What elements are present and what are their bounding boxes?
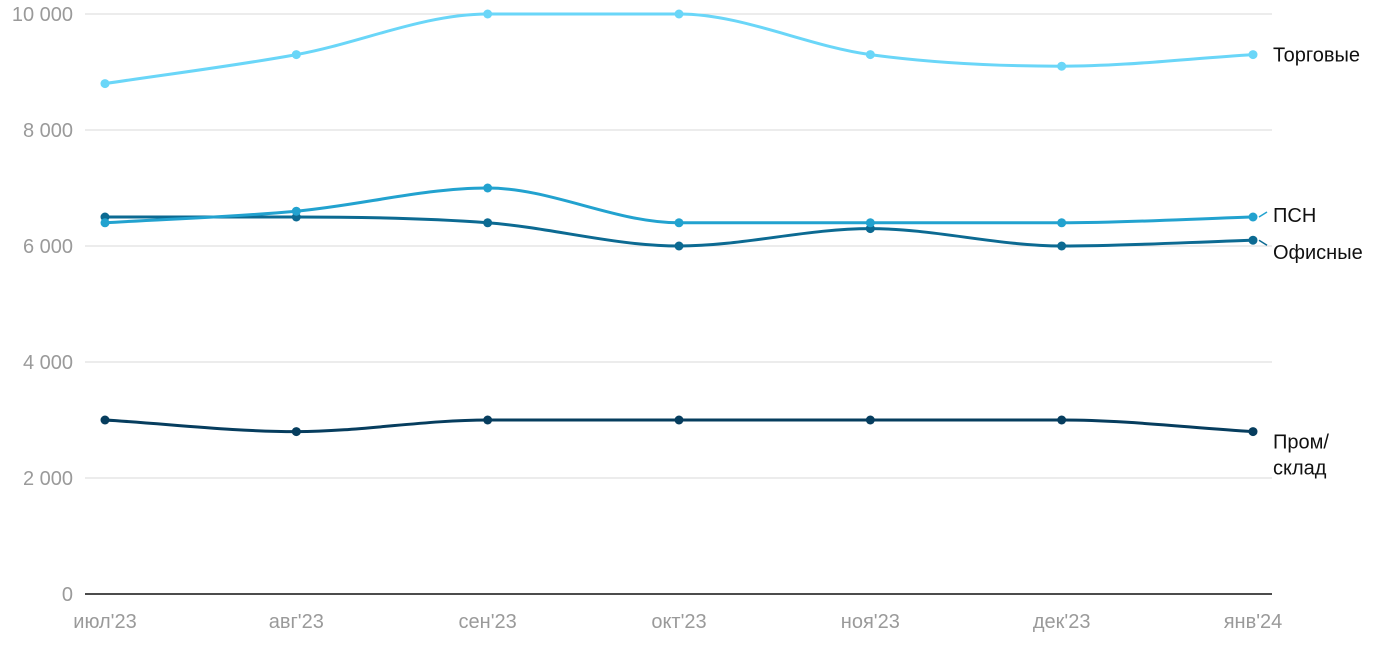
series-0-point: [674, 9, 684, 19]
x-tick-label: авг'23: [269, 611, 324, 633]
series-label-line: Пром/: [1273, 432, 1329, 454]
series-labels: Торговые ПСН Офисные Пром/склад: [1258, 45, 1363, 480]
series-label-line: ПСН: [1273, 205, 1316, 227]
series-3-point: [483, 415, 493, 425]
series-3-point: [865, 415, 875, 425]
series-label: Торговые: [1273, 45, 1360, 67]
y-axis: 0 2 000 4 000 6 000 8 000 10 000: [12, 4, 73, 606]
series-3-point: [1057, 415, 1067, 425]
series-2-point: [483, 218, 493, 228]
series-0-group: [100, 9, 1258, 89]
series-label-leader: [1258, 239, 1268, 246]
series-layer: [100, 9, 1258, 437]
series-2-point: [674, 241, 684, 251]
y-tick-label: 10 000: [12, 4, 73, 26]
x-tick-label: ноя'23: [841, 611, 900, 633]
series-3-point: [100, 415, 110, 425]
series-1-point: [1057, 218, 1067, 228]
series-0-point: [100, 79, 110, 89]
x-tick-label: окт'23: [651, 611, 706, 633]
series-3-point: [291, 427, 301, 437]
series-0-line: [103, 12, 1255, 86]
series-3-group: [100, 415, 1258, 437]
series-2-point: [1248, 235, 1258, 245]
series-0-point: [1248, 50, 1258, 60]
series-label-leader: [1258, 211, 1268, 218]
x-tick-label: дек'23: [1033, 611, 1091, 633]
y-tick-label: 2 000: [23, 468, 73, 490]
series-2-point: [1057, 241, 1067, 251]
series-0-point: [865, 50, 875, 60]
y-tick-label: 6 000: [23, 236, 73, 258]
series-1-point: [291, 206, 301, 216]
x-axis: июл'23 авг'23 сен'23 окт'23 ноя'23 дек'23 янв'…: [73, 593, 1283, 633]
series-1-point: [865, 218, 875, 228]
series-label: Пром/склад: [1273, 432, 1329, 480]
series-1-group: [100, 183, 1258, 228]
series-1-point: [100, 218, 110, 228]
series-3-point: [674, 415, 684, 425]
x-tick-label: янв'24: [1224, 611, 1283, 633]
y-tick-label: 0: [62, 584, 73, 606]
series-label-line: склад: [1273, 458, 1327, 480]
series-2-group: [100, 212, 1258, 251]
y-tick-label: 4 000: [23, 352, 73, 374]
series-0-point: [483, 9, 493, 19]
series-1-point: [483, 183, 493, 193]
series-label-line: Офисные: [1273, 242, 1363, 264]
series-label-line: Торговые: [1273, 45, 1360, 67]
series-label: Офисные: [1273, 242, 1363, 264]
x-tick-label: сен'23: [459, 611, 517, 633]
y-tick-label: 8 000: [23, 120, 73, 142]
series-label: ПСН: [1273, 205, 1316, 227]
series-3-point: [1248, 427, 1258, 437]
series-1-point: [1248, 212, 1258, 222]
series-0-point: [1057, 61, 1067, 71]
x-tick-label: июл'23: [73, 611, 136, 633]
series-1-point: [674, 218, 684, 228]
series-0-point: [291, 50, 301, 60]
